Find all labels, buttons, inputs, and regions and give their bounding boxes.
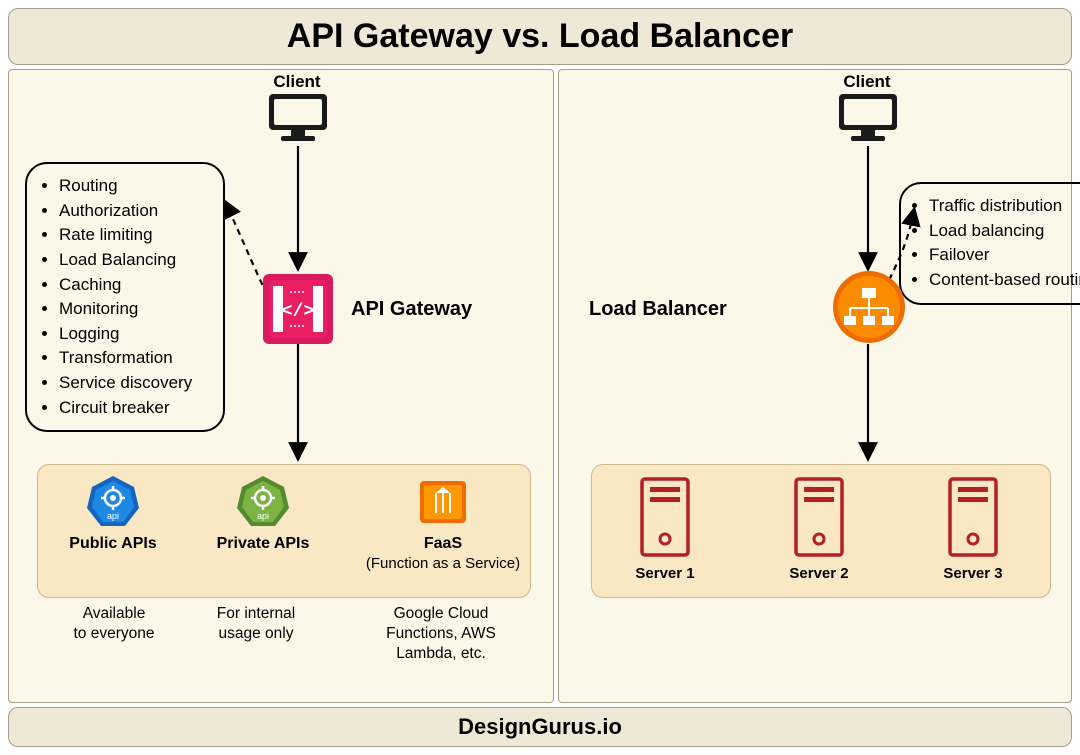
target-public-apis: api Public APIs — [38, 473, 188, 553]
footer-bar: DesignGurus.io — [8, 707, 1072, 747]
svg-text:api: api — [257, 511, 269, 521]
title-bar: API Gateway vs. Load Balancer — [8, 8, 1072, 65]
target-faas: FaaS (Function as a Service) — [358, 473, 528, 574]
target-title: Private APIs — [188, 535, 338, 553]
server-label: Server 2 — [774, 565, 864, 582]
svg-text:api: api — [107, 511, 119, 521]
server-icon — [638, 477, 692, 557]
arrows-right — [559, 70, 1069, 700]
footer-text: DesignGurus.io — [458, 714, 622, 739]
server-label: Server 3 — [928, 565, 1018, 582]
api-public-icon: api — [84, 473, 142, 531]
api-private-icon: api — [234, 473, 292, 531]
panel-api-gateway: Client Routing Authorization Rate limiti… — [8, 69, 554, 703]
target-sub: (Function as a Service) — [358, 555, 528, 574]
server-icon — [946, 477, 1000, 557]
node-label-lb: Load Balancer — [589, 298, 727, 321]
target-desc: For internalusage only — [191, 604, 321, 644]
target-title: FaaS — [358, 535, 528, 553]
servers-box: Server 1 Server 2 Server 3 — [591, 464, 1051, 598]
faas-icon — [414, 473, 472, 531]
api-gateway-icon: </> — [263, 274, 333, 344]
targets-box: api Public APIs api — [37, 464, 531, 598]
target-private-apis: api Private APIs — [188, 473, 338, 553]
target-desc: Availableto everyone — [49, 604, 179, 644]
server-label: Server 1 — [620, 565, 710, 582]
load-balancer-icon — [832, 270, 906, 344]
node-label-gateway: API Gateway — [351, 298, 472, 321]
svg-text:</>: </> — [282, 302, 314, 322]
diagram-root: API Gateway vs. Load Balancer Client Rou… — [8, 8, 1072, 747]
panels-row: Client Routing Authorization Rate limiti… — [8, 69, 1072, 703]
target-title: Public APIs — [38, 535, 188, 553]
panel-load-balancer: Client Traffic distribution Load balanci… — [558, 69, 1072, 703]
target-desc: Google CloudFunctions, AWSLambda, etc. — [361, 604, 521, 664]
server-icon — [792, 477, 846, 557]
page-title: API Gateway vs. Load Balancer — [287, 17, 793, 55]
